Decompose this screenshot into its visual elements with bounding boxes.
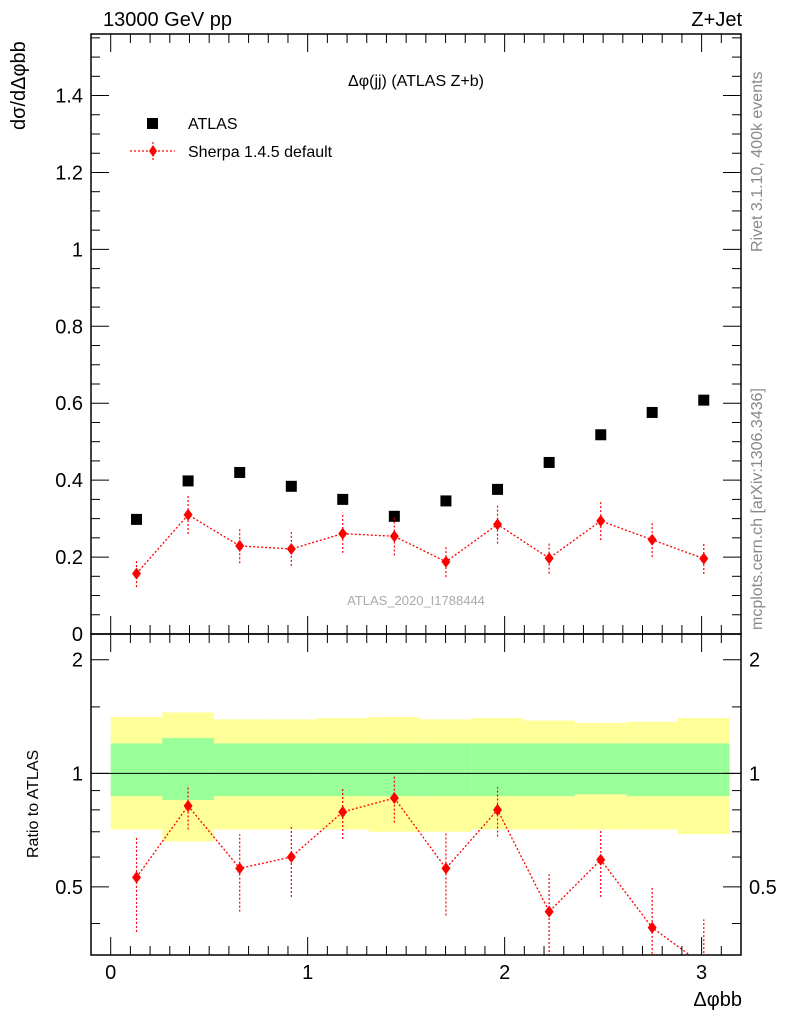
atlas-point <box>388 510 400 522</box>
ratio-y-tick-label: 1 <box>72 763 83 785</box>
ratio-point <box>286 851 296 864</box>
ratio-band-inner <box>368 743 421 797</box>
sherpa-point <box>493 518 503 531</box>
legend-sherpa-marker <box>149 145 157 157</box>
atlas-point <box>234 466 246 478</box>
y-tick-label: 0.8 <box>55 316 83 338</box>
ratio-band-inner <box>626 743 678 797</box>
ratio-point <box>596 853 606 866</box>
main-data-layer <box>131 394 710 588</box>
sherpa-point <box>647 533 657 546</box>
atlas-point <box>285 480 297 492</box>
ratio-point <box>647 921 657 934</box>
atlas-point <box>698 394 710 406</box>
y-tick-label: 0.4 <box>55 470 83 492</box>
ratio-band-inner <box>523 743 575 797</box>
ratio-band-inner <box>213 743 266 797</box>
ratio-band-inner <box>317 743 369 797</box>
mcplots-label: mcplots.cern.ch [arXiv:1306.3436] <box>749 388 766 630</box>
analysis-label: ATLAS_2020_I1788444 <box>347 593 485 608</box>
x-tick-label: 0 <box>105 962 116 984</box>
process-label: Z+Jet <box>691 9 742 31</box>
x-tick-label: 1 <box>302 962 313 984</box>
ratio-axis-ticks: 0.5 0.5 1 1 2 2 0 1 2 3 <box>55 634 777 984</box>
sherpa-point <box>183 508 193 521</box>
y-tick-label: 0.2 <box>55 547 83 569</box>
sherpa-point <box>441 555 451 568</box>
main-panel: 00.20.40.60.811.21.4 Δφ(jj) (ATLAS Z+b) … <box>8 33 742 646</box>
ratio-point <box>132 871 141 884</box>
x-tick-label: 2 <box>499 962 510 984</box>
ratio-y-axis-label: Ratio to ATLAS <box>25 750 42 858</box>
main-y-axis-label: dσ/dΔφbb <box>8 41 30 130</box>
sherpa-point <box>389 530 399 543</box>
sherpa-point <box>338 527 348 540</box>
energy-label: 13000 GeV pp <box>103 9 232 31</box>
ratio-point <box>493 803 503 816</box>
legend-atlas-marker <box>147 118 158 129</box>
ratio-point <box>441 862 451 875</box>
y-tick-label: 1.2 <box>55 162 83 184</box>
main-axis-ticks: 0 0.2 0.4 0.6 0.8 1 1.2 1.4 <box>55 34 741 646</box>
y-tick-label: 1 <box>72 239 83 261</box>
legend: ATLAS Sherpa 1.4.5 default <box>130 116 333 161</box>
ratio-frame <box>90 633 742 956</box>
ratio-band-inner <box>110 743 163 797</box>
ratio-panel: 0.5 0.5 1 1 2 2 0 1 2 3 Ratio to ATLAS Δφbb <box>25 633 777 1011</box>
ratio-point <box>235 862 245 875</box>
sherpa-point <box>544 552 554 565</box>
rivet-version-label: Rivet 3.1.10, 400k events <box>749 71 766 252</box>
ratio-y-tick-label-right: 2 <box>749 650 760 672</box>
ratio-y-tick-label: 2 <box>72 650 83 672</box>
ratio-band-inner <box>677 743 730 797</box>
sherpa-point <box>596 514 606 527</box>
sherpa-point <box>235 539 245 552</box>
ratio-band-inner <box>574 743 627 795</box>
ratio-point <box>544 905 554 918</box>
ratio-point <box>389 792 399 805</box>
sherpa-point <box>132 567 141 580</box>
sherpa-point <box>699 552 709 565</box>
x-tick-label: 3 <box>696 962 707 984</box>
sherpa-series-line <box>136 513 704 575</box>
y-tick-label: 0.6 <box>55 393 83 415</box>
x-axis-label: Δφbb <box>693 989 742 1011</box>
ratio-band-inner <box>162 738 214 800</box>
sherpa-point <box>286 543 296 555</box>
atlas-point <box>131 513 142 525</box>
y-tick-label: 0 <box>72 624 83 646</box>
plot-title: Δφ(jj) (ATLAS Z+b) <box>348 73 484 90</box>
ratio-y-tick-label: 0.5 <box>55 877 83 899</box>
atlas-point <box>182 475 194 487</box>
ratio-band-inner <box>420 743 472 797</box>
legend-sherpa-label: Sherpa 1.4.5 default <box>188 144 333 161</box>
ratio-y-tick-label-right: 0.5 <box>749 877 777 899</box>
y-tick-label: 1.4 <box>55 86 83 108</box>
atlas-point <box>543 456 555 468</box>
legend-atlas-label: ATLAS <box>188 116 238 133</box>
ratio-y-tick-label-right: 1 <box>749 763 760 785</box>
ratio-point <box>183 799 193 812</box>
atlas-point <box>492 483 504 495</box>
atlas-point <box>440 495 452 507</box>
atlas-point <box>595 429 607 441</box>
ratio-band-inner <box>265 743 318 797</box>
atlas-point <box>646 406 658 418</box>
ratio-point <box>338 805 348 818</box>
atlas-point <box>337 493 349 505</box>
ratio-data-layer <box>91 712 741 955</box>
